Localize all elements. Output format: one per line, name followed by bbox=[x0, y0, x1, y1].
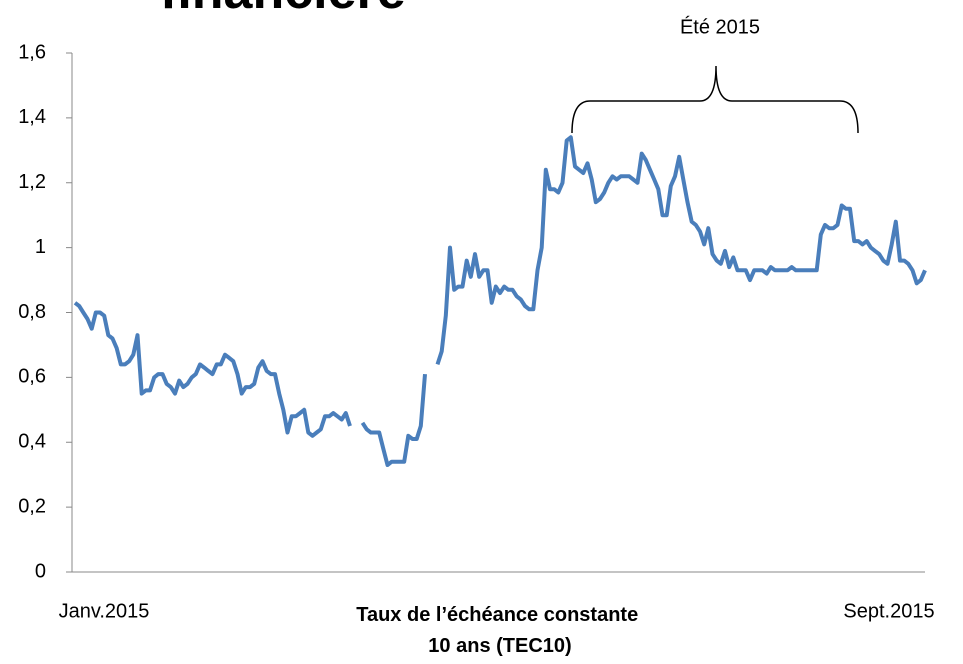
y-tick-label: 1,2 bbox=[18, 171, 46, 193]
annotation: Été 2015 bbox=[680, 15, 760, 38]
x-axis-label: Taux de l’échéance constante 10 ans (TEC… bbox=[356, 604, 644, 657]
y-tick-label: 0,2 bbox=[18, 495, 46, 517]
y-tick-label: 0,8 bbox=[18, 301, 46, 323]
x-axis-label-line: Taux de l’échéance constante bbox=[356, 604, 638, 626]
chart-title: financière bbox=[160, 0, 406, 20]
x-tick-label: Janv.2015 bbox=[59, 600, 150, 622]
data-line bbox=[73, 135, 927, 467]
y-tick-label: 0,4 bbox=[18, 431, 46, 453]
summer-brace bbox=[571, 65, 859, 134]
y-tick-label: 1,4 bbox=[18, 106, 46, 128]
x-axis-label-line: 10 ans (TEC10) bbox=[428, 635, 571, 657]
x-tick-label: Sept.2015 bbox=[843, 600, 934, 622]
y-tick-label: 1,6 bbox=[18, 41, 46, 63]
y-tick-label: 0 bbox=[35, 560, 46, 582]
y-tick-label: 0,6 bbox=[18, 366, 46, 388]
y-tick-label: 1 bbox=[35, 236, 46, 258]
